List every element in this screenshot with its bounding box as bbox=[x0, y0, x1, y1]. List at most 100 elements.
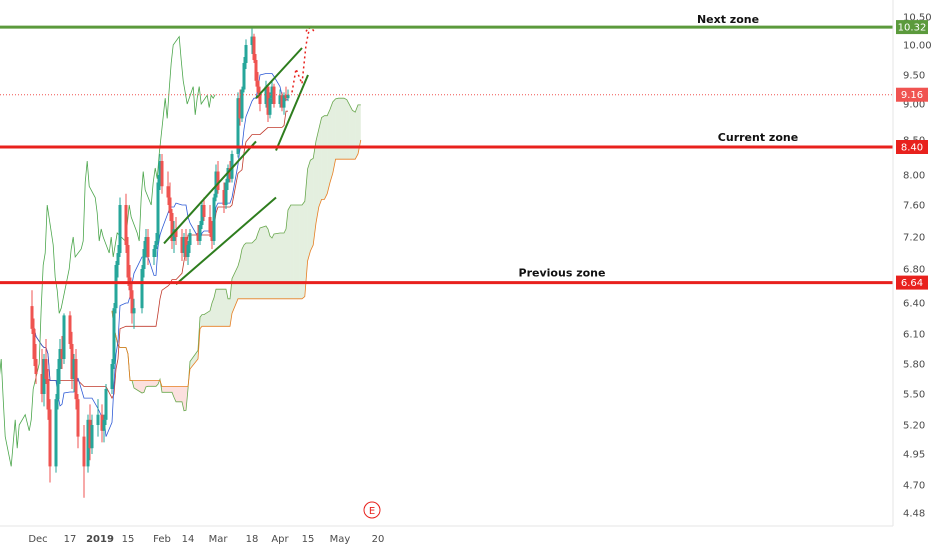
cloud-segment bbox=[344, 98, 347, 160]
cloud-segment bbox=[293, 205, 297, 299]
candle-body bbox=[168, 197, 172, 213]
candle-body bbox=[114, 265, 118, 309]
cloud-segment bbox=[346, 99, 350, 160]
candle-body bbox=[88, 419, 92, 449]
candle-body bbox=[156, 182, 160, 241]
candle-body bbox=[130, 290, 134, 314]
price-badge-label: 8.40 bbox=[901, 143, 923, 154]
cloud-segment bbox=[349, 104, 353, 160]
candle-body bbox=[258, 92, 262, 104]
cloud-segment bbox=[254, 239, 256, 299]
x-tick-label: May bbox=[330, 534, 351, 545]
candle-body bbox=[48, 409, 52, 467]
cloud-segment bbox=[355, 104, 358, 160]
candle-body bbox=[60, 349, 64, 359]
cloud-segment bbox=[170, 386, 172, 393]
candle-body bbox=[266, 86, 270, 115]
candle-body bbox=[68, 315, 72, 344]
candle-body bbox=[32, 328, 36, 359]
candle-body bbox=[124, 205, 128, 245]
candle-body bbox=[170, 213, 174, 241]
candle-body bbox=[42, 359, 46, 394]
cloud-segment bbox=[146, 380, 148, 387]
candle-body bbox=[158, 161, 162, 183]
cloud-segment bbox=[172, 386, 174, 398]
cloud-segment bbox=[228, 298, 230, 327]
candle-body bbox=[222, 190, 226, 205]
time-axis[interactable]: Dec 17 2019 15 Feb 14 Mar 18 Apr 15 May 20 bbox=[28, 534, 384, 545]
candle-body bbox=[112, 308, 116, 364]
candle-body bbox=[154, 241, 158, 249]
candle-body bbox=[132, 308, 136, 314]
earnings-icon[interactable] bbox=[363, 501, 381, 519]
x-tick-label: 20 bbox=[372, 534, 385, 545]
candle-body bbox=[160, 161, 164, 187]
cloud-segment bbox=[324, 115, 328, 200]
candle-body bbox=[264, 86, 268, 104]
candle-body bbox=[216, 171, 220, 190]
cloud-segment bbox=[260, 226, 266, 299]
cloud-segment bbox=[258, 228, 260, 299]
candle-body bbox=[54, 399, 58, 467]
price-badge bbox=[896, 275, 928, 290]
cloud-segment bbox=[226, 289, 228, 327]
candle-body bbox=[256, 80, 260, 93]
candle-body bbox=[236, 98, 240, 154]
cloud-segment bbox=[327, 109, 330, 194]
cloud-segment bbox=[168, 386, 170, 393]
cloud-segment bbox=[310, 158, 314, 251]
cloud-segment bbox=[313, 140, 316, 245]
cloud-segment bbox=[176, 386, 182, 402]
cloud-segment bbox=[288, 205, 291, 299]
cloud-segment bbox=[240, 249, 242, 299]
cloud-segment bbox=[238, 259, 240, 299]
y-tick-label: 5.50 bbox=[903, 390, 925, 401]
projection-path bbox=[291, 25, 311, 93]
last-price-badge-label: 9.16 bbox=[901, 90, 923, 101]
cloud-segment bbox=[296, 205, 300, 299]
cloud-segment bbox=[304, 168, 308, 297]
candle-body bbox=[186, 245, 190, 257]
candle-body bbox=[44, 359, 48, 379]
x-tick-label: 14 bbox=[182, 534, 195, 545]
candle-body bbox=[118, 205, 122, 253]
y-tick-label: 9.50 bbox=[903, 71, 925, 82]
candle-body bbox=[202, 205, 206, 217]
candle-body bbox=[252, 36, 256, 60]
cloud-segment bbox=[154, 380, 156, 387]
price-badge bbox=[896, 20, 928, 35]
price-badges: 10.32 8.40 6.64 9.16 bbox=[896, 20, 928, 290]
price-badge bbox=[896, 140, 928, 154]
y-tick-label: 4.48 bbox=[903, 509, 925, 520]
candle-body bbox=[30, 306, 34, 329]
candle-body bbox=[70, 344, 74, 379]
y-tick-label: 7.20 bbox=[903, 233, 925, 244]
chikou-line bbox=[0, 35, 216, 467]
y-tick-label: 6.40 bbox=[903, 299, 925, 310]
cloud-segment bbox=[268, 229, 270, 299]
cloud-segment bbox=[182, 386, 184, 411]
cloud-segment bbox=[307, 160, 311, 261]
cloud-segment bbox=[302, 201, 305, 299]
candle-body bbox=[76, 399, 80, 437]
earnings-marker[interactable]: E bbox=[363, 501, 381, 519]
candle-body bbox=[198, 225, 202, 241]
channel-upper-line bbox=[163, 140, 257, 245]
candle-body bbox=[272, 86, 276, 104]
candle-body bbox=[200, 205, 204, 225]
cloud-segment bbox=[184, 386, 186, 411]
candle-body bbox=[250, 36, 254, 45]
zone-label: Next zone bbox=[697, 13, 759, 26]
candle-body bbox=[116, 253, 120, 265]
candle-body bbox=[96, 414, 100, 425]
indicator-lines bbox=[0, 35, 362, 467]
candle-body bbox=[208, 217, 212, 233]
candle-body bbox=[142, 249, 146, 269]
cloud-segment bbox=[214, 289, 216, 327]
candle-body bbox=[224, 182, 228, 205]
last-price-badge bbox=[896, 87, 928, 102]
cloud-segment bbox=[274, 233, 280, 299]
cloud-segment bbox=[338, 98, 342, 160]
